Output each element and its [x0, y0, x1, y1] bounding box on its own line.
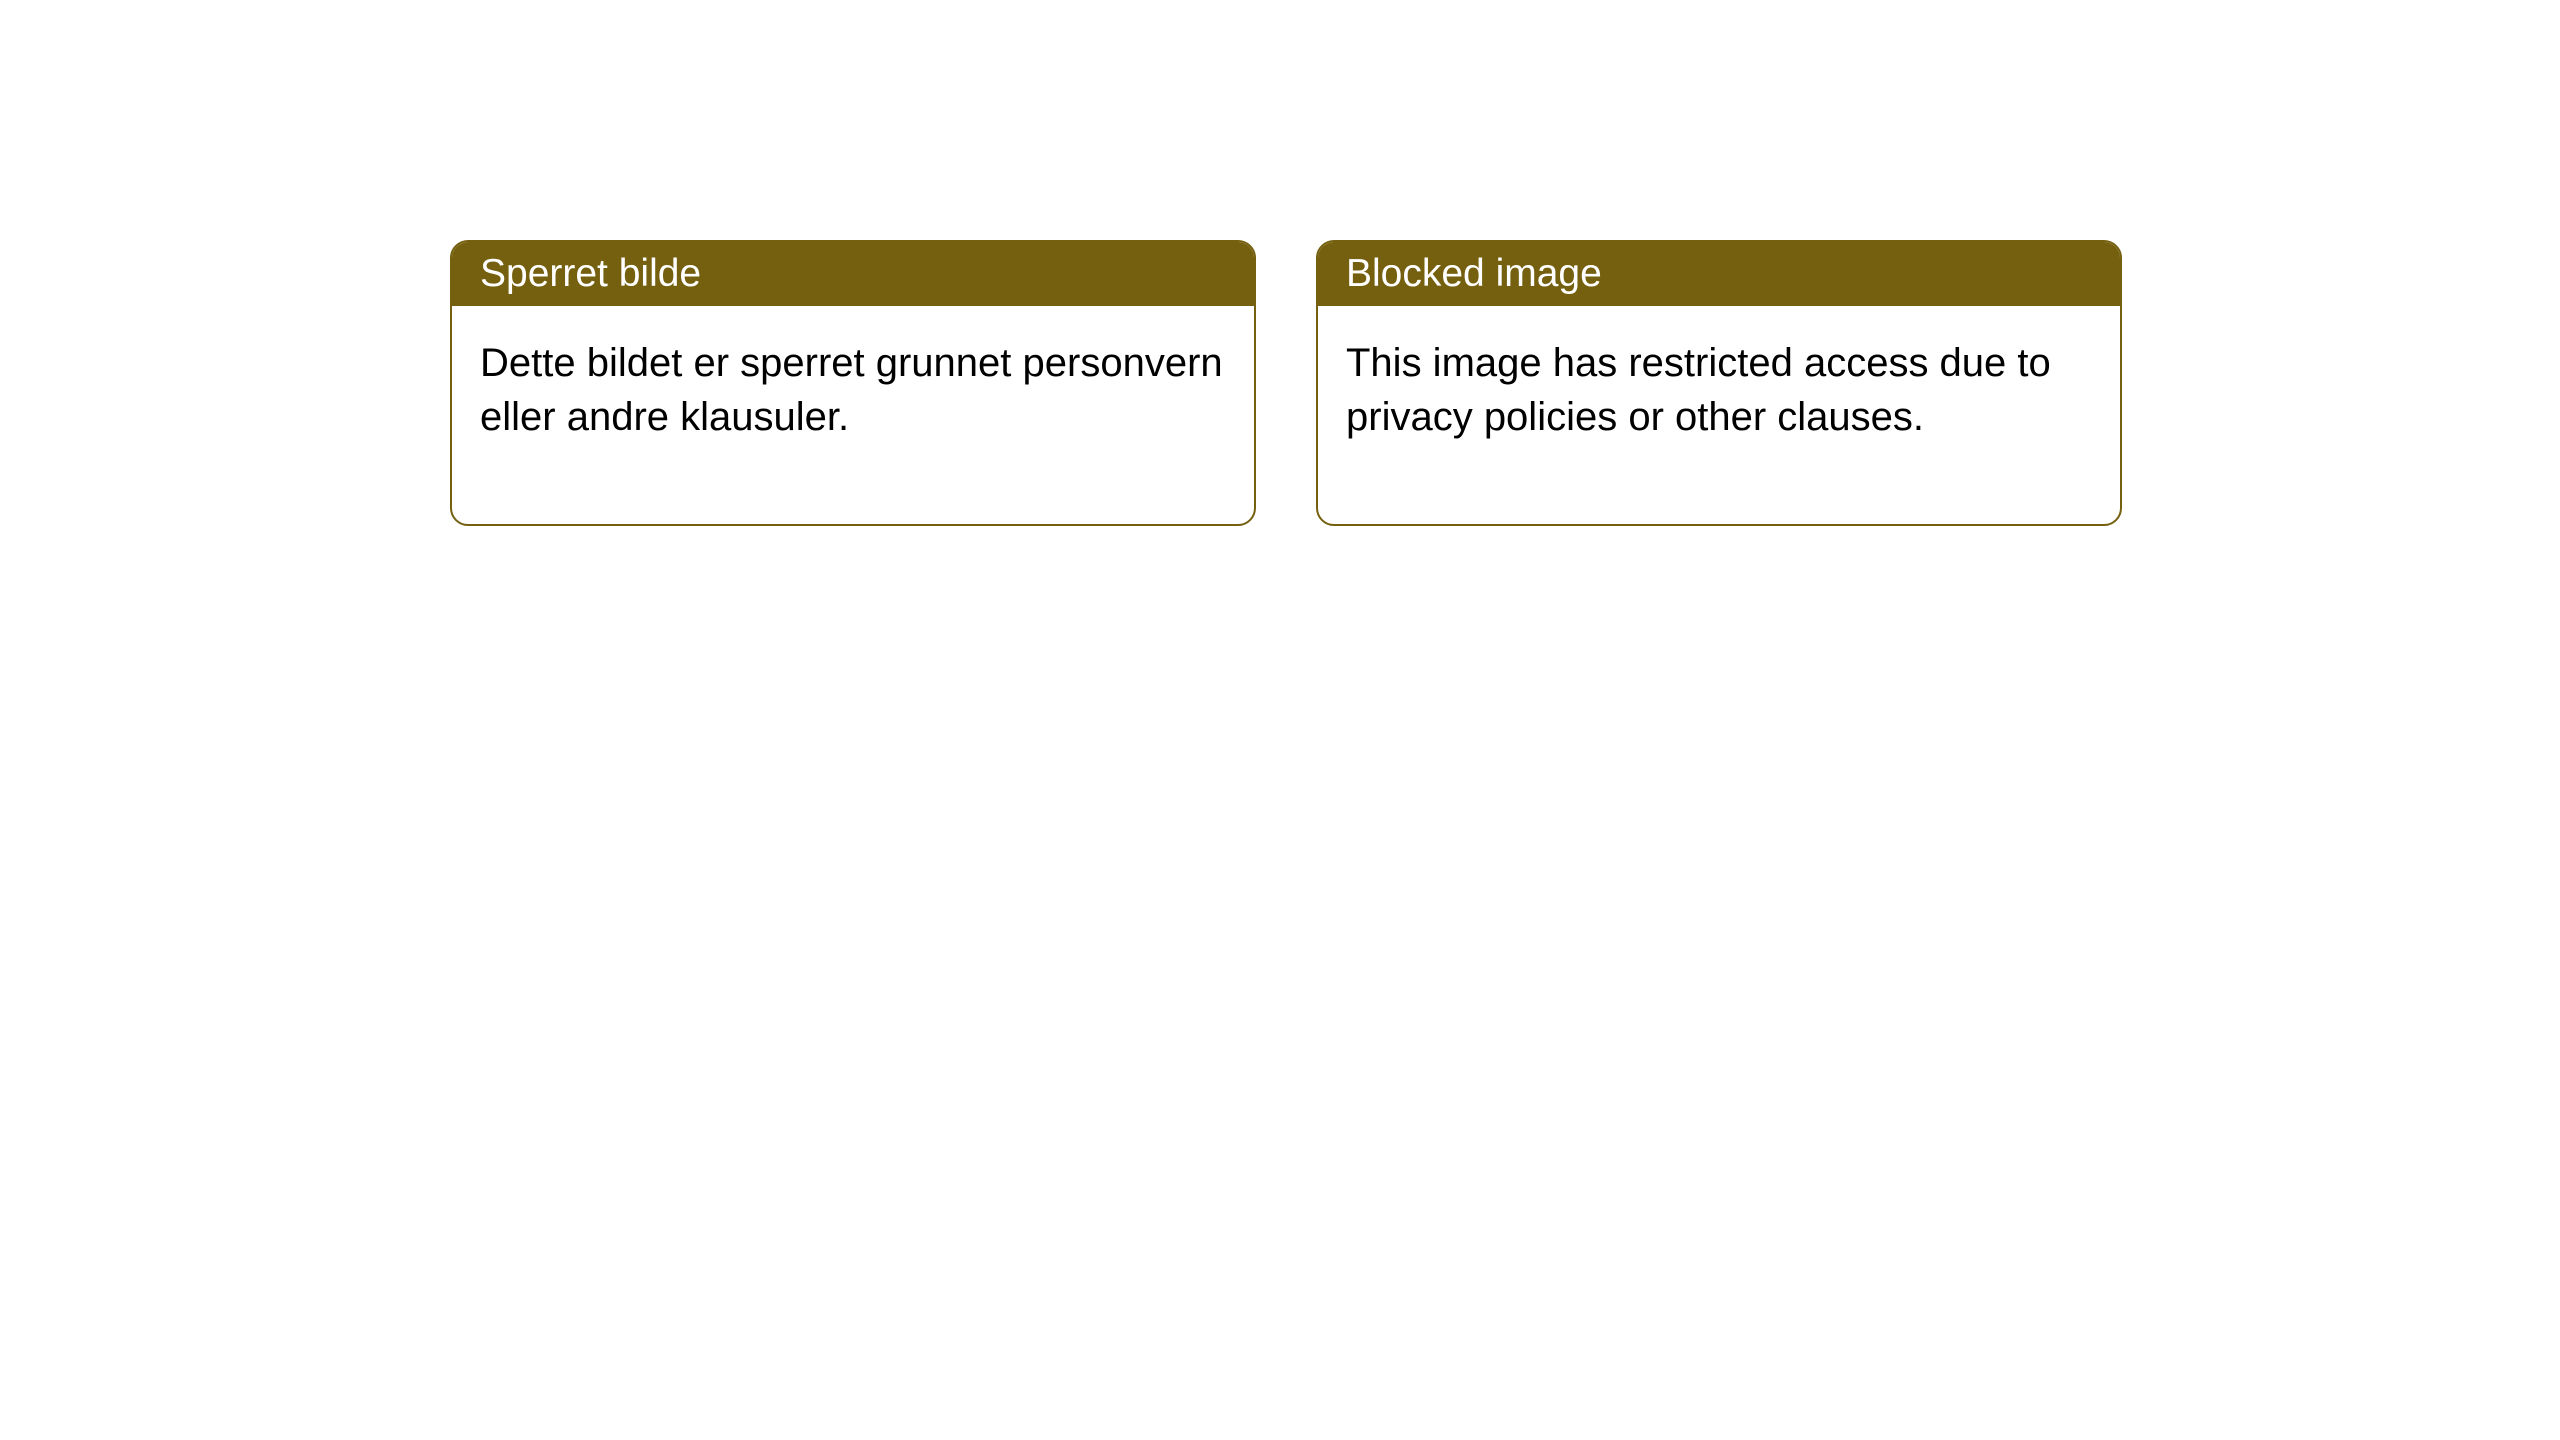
- card-header: Blocked image: [1318, 242, 2120, 306]
- card-body: Dette bildet er sperret grunnet personve…: [452, 306, 1254, 524]
- card-body-text: This image has restricted access due to …: [1346, 341, 2051, 439]
- card-body: This image has restricted access due to …: [1318, 306, 2120, 524]
- notice-card-row: Sperret bilde Dette bildet er sperret gr…: [450, 240, 2122, 526]
- notice-card-english: Blocked image This image has restricted …: [1316, 240, 2122, 526]
- card-body-text: Dette bildet er sperret grunnet personve…: [480, 341, 1223, 439]
- card-header: Sperret bilde: [452, 242, 1254, 306]
- card-title: Blocked image: [1346, 252, 1602, 295]
- card-title: Sperret bilde: [480, 252, 701, 295]
- notice-card-norwegian: Sperret bilde Dette bildet er sperret gr…: [450, 240, 1256, 526]
